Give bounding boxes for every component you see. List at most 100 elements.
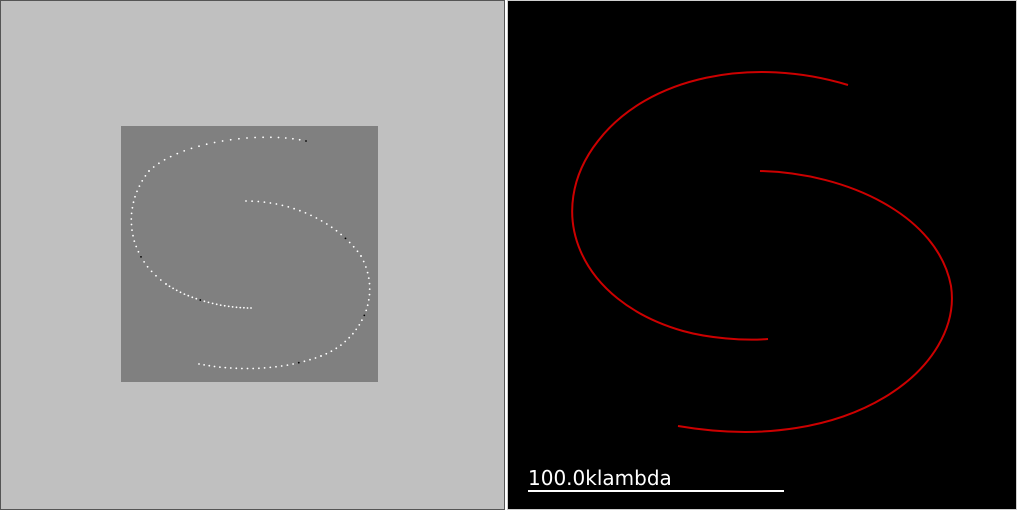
image-dot bbox=[239, 306, 242, 309]
image-dot bbox=[132, 201, 135, 204]
image-dot bbox=[340, 233, 342, 236]
image-dot bbox=[262, 136, 264, 139]
image-dot bbox=[335, 347, 338, 350]
image-dot bbox=[367, 277, 370, 279]
image-dot bbox=[131, 229, 133, 231]
image-dot bbox=[235, 367, 238, 370]
image-dot bbox=[368, 282, 371, 285]
image-dot bbox=[198, 363, 200, 365]
image-dot bbox=[366, 304, 369, 307]
image-dot bbox=[263, 201, 266, 203]
image-dot bbox=[360, 255, 362, 257]
image-dot bbox=[131, 206, 134, 209]
image-dot bbox=[330, 226, 333, 229]
image-dot bbox=[227, 305, 230, 308]
image-dot bbox=[315, 217, 318, 219]
image-dot bbox=[130, 218, 133, 220]
image-dot bbox=[269, 202, 272, 204]
image-dot bbox=[165, 283, 167, 285]
image-dot bbox=[310, 214, 312, 217]
image-dot bbox=[286, 364, 289, 366]
image-dot bbox=[235, 306, 238, 309]
image-dot bbox=[152, 166, 155, 168]
image-dot bbox=[246, 137, 248, 139]
image-dot bbox=[344, 237, 347, 240]
image-dot bbox=[299, 209, 301, 212]
uv-coverage-panel[interactable]: 100.0klambda bbox=[507, 0, 1017, 510]
image-dot bbox=[221, 140, 224, 142]
image-dot bbox=[205, 143, 208, 146]
image-dot bbox=[325, 223, 328, 225]
image-dot bbox=[215, 303, 218, 306]
image-view-panel[interactable] bbox=[0, 0, 505, 510]
image-dot bbox=[183, 150, 186, 152]
image-dot bbox=[280, 365, 283, 367]
image-dot bbox=[275, 365, 277, 368]
image-dot bbox=[275, 203, 278, 205]
image-dot bbox=[238, 137, 240, 140]
image-dot bbox=[163, 158, 166, 161]
image-dot bbox=[269, 366, 272, 369]
image-dot bbox=[263, 367, 266, 369]
image-dot bbox=[320, 355, 322, 357]
image-dot bbox=[213, 365, 216, 368]
image-dot bbox=[368, 293, 371, 296]
image-dot bbox=[320, 220, 323, 222]
image-dot bbox=[203, 364, 205, 366]
image-dot bbox=[211, 302, 214, 305]
image-dot bbox=[191, 296, 194, 299]
image-dot bbox=[251, 200, 254, 202]
image-dot bbox=[356, 250, 359, 253]
image-dot bbox=[136, 190, 138, 193]
image-dot bbox=[246, 307, 249, 309]
image-dot bbox=[348, 336, 351, 339]
image-dot bbox=[207, 301, 210, 304]
image-dot bbox=[141, 180, 144, 182]
image-dot bbox=[303, 360, 306, 363]
image-dot bbox=[195, 297, 198, 300]
image-dot bbox=[365, 266, 367, 268]
image-dot bbox=[183, 293, 186, 295]
image-dot bbox=[363, 314, 366, 317]
image-dot bbox=[348, 241, 351, 244]
image-dot bbox=[325, 352, 328, 355]
image-dot bbox=[355, 328, 358, 331]
image-dot bbox=[292, 363, 294, 365]
image-dot bbox=[143, 261, 145, 263]
image-dot bbox=[203, 300, 206, 303]
image-dot bbox=[270, 136, 272, 139]
image-dot bbox=[168, 285, 171, 288]
image-dot bbox=[304, 212, 307, 214]
image-dot bbox=[135, 245, 138, 248]
image-dot bbox=[137, 250, 140, 253]
image-dot bbox=[229, 138, 232, 141]
image-dot bbox=[132, 234, 134, 237]
image-plane bbox=[121, 126, 378, 382]
image-dot bbox=[362, 260, 365, 263]
image-dot bbox=[140, 256, 142, 258]
image-dot bbox=[252, 367, 255, 370]
image-dot bbox=[199, 299, 202, 301]
image-dot bbox=[246, 367, 249, 370]
image-dot bbox=[169, 155, 172, 158]
image-dot bbox=[293, 207, 295, 210]
image-dot bbox=[245, 200, 247, 202]
image-dot bbox=[150, 270, 153, 273]
image-dot bbox=[352, 332, 354, 335]
image-dot bbox=[309, 358, 311, 361]
image-dot bbox=[223, 304, 226, 307]
image-dot bbox=[243, 306, 245, 309]
image-dot bbox=[148, 170, 150, 172]
image-dot bbox=[144, 175, 147, 177]
image-dot bbox=[344, 340, 347, 343]
image-dot bbox=[213, 141, 216, 144]
image-dot bbox=[314, 357, 317, 359]
image-dot bbox=[284, 137, 287, 139]
uv-track-lower bbox=[677, 170, 953, 433]
image-dot bbox=[219, 304, 222, 306]
image-dot bbox=[277, 136, 280, 139]
image-dot bbox=[361, 319, 363, 322]
image-dot bbox=[258, 367, 260, 370]
image-dot bbox=[231, 306, 234, 308]
image-dot bbox=[130, 212, 133, 215]
